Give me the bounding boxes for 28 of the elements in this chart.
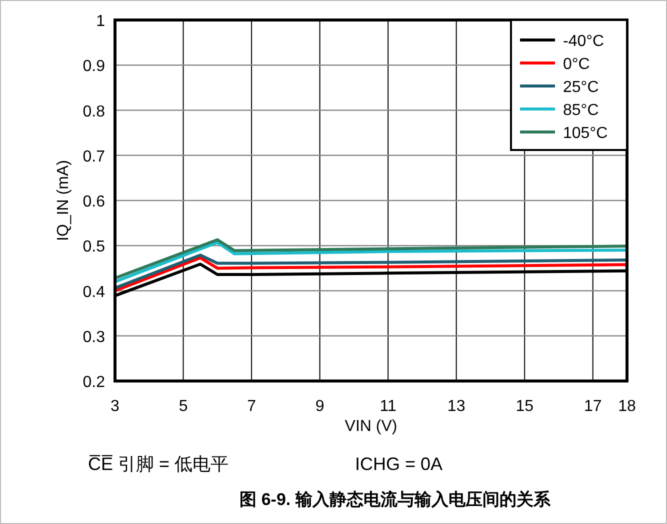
y-tick-label: 0.3 [82, 328, 106, 346]
y-tick-label: 0.6 [82, 194, 106, 210]
legend-label: 25°C [563, 79, 599, 96]
y-axis-title: IQ_IN (mA) [55, 160, 72, 241]
x-tick-label: 17 [584, 398, 602, 415]
text: 图 6-9. 输入静态电流与输入电压间的关系 [240, 490, 552, 509]
x-tick-label: 9 [315, 398, 324, 415]
legend-label: 0°C [563, 56, 590, 73]
legend-label: -40°C [563, 33, 604, 50]
text: ICHG = 0A [355, 454, 443, 474]
y-tick-label: 0.9 [82, 58, 106, 76]
legend-label: 85°C [563, 102, 599, 119]
x-tick-label: 7 [247, 398, 256, 415]
x-tick-label: 11 [380, 398, 396, 415]
y-tick-label: 0.7 [82, 148, 106, 166]
y-tick-label: 1 [96, 13, 106, 30]
x-tick-label: 5 [178, 398, 188, 415]
y-tick-label: 0.8 [82, 103, 106, 120]
x-axis-title: VIN (V) [344, 418, 398, 435]
y-tick-label: 0.5 [82, 238, 106, 256]
x-tick-label: 18 [618, 398, 636, 415]
y-tick-label: 0.4 [82, 284, 106, 301]
text: C̅E̅ 引脚 = 低电平 [88, 454, 229, 474]
x-tick-label: 3 [110, 398, 120, 415]
y-tick-label: 0.2 [82, 374, 106, 391]
x-tick-label: 15 [516, 398, 534, 415]
legend-label: 105°C [563, 125, 608, 142]
x-tick-label: 13 [447, 398, 466, 415]
